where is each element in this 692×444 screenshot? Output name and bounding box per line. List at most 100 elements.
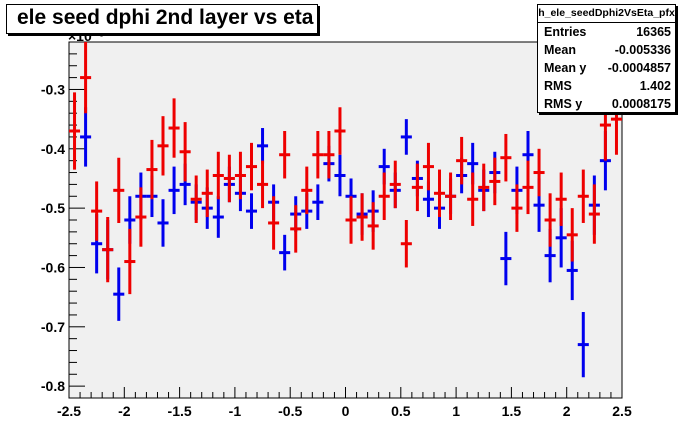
data-point xyxy=(102,217,114,283)
data-point xyxy=(433,169,446,218)
stats-value: 1.402 xyxy=(639,79,671,93)
data-point xyxy=(257,160,269,209)
data-point xyxy=(279,131,291,179)
x-tick-label: -1.5 xyxy=(168,403,192,419)
x-tick-label: -2 xyxy=(118,403,131,419)
data-marks xyxy=(69,42,622,378)
stats-value: -0.005336 xyxy=(614,43,671,57)
y-tick-label: -0.4 xyxy=(41,141,65,157)
data-point xyxy=(367,202,379,250)
data-point xyxy=(234,151,246,200)
data-point xyxy=(257,128,269,164)
data-point xyxy=(378,172,390,220)
data-point xyxy=(445,172,457,220)
stats-row-mean: Mean -0.005336 xyxy=(538,41,675,59)
data-point xyxy=(411,163,423,212)
data-point xyxy=(69,92,81,170)
stats-label: Mean y xyxy=(544,61,587,75)
data-point xyxy=(544,193,556,247)
data-point xyxy=(91,181,103,241)
x-tick-label: 0 xyxy=(342,403,350,419)
data-point xyxy=(478,163,490,212)
data-point xyxy=(577,169,589,223)
data-point xyxy=(179,122,191,182)
stats-value: 16365 xyxy=(636,25,671,39)
data-point xyxy=(312,184,324,220)
data-point xyxy=(212,196,224,238)
y-tick-label: -0.3 xyxy=(41,81,65,97)
data-point xyxy=(201,169,213,218)
y-tick-label: -0.6 xyxy=(41,259,65,275)
stats-row-rms: RMS 1.402 xyxy=(538,77,675,95)
data-point xyxy=(566,208,578,262)
data-point xyxy=(456,136,468,185)
data-point xyxy=(422,142,434,191)
stats-row-rms-y: RMS y 0.0008175 xyxy=(538,95,675,113)
stats-row-mean-y: Mean y -0.0004857 xyxy=(538,59,675,77)
data-point xyxy=(345,196,357,244)
axis-ticks xyxy=(68,41,623,399)
stats-value: -0.0004857 xyxy=(607,61,671,75)
y-tick-label: -0.7 xyxy=(41,319,65,335)
x-tick-label: 2 xyxy=(563,403,571,419)
data-point xyxy=(400,220,412,268)
x-tick-label: 1 xyxy=(452,403,460,419)
chart-title: ele seed dphi 2nd layer vs eta xyxy=(17,6,314,29)
stats-label: Entries xyxy=(544,25,587,39)
stats-value: 0.0008175 xyxy=(611,97,671,111)
data-point xyxy=(555,172,567,226)
data-point xyxy=(522,160,534,215)
x-tick-label: -1 xyxy=(229,403,242,419)
title-box: ele seed dphi 2nd layer vs eta xyxy=(6,4,318,34)
data-point xyxy=(577,311,589,378)
data-point xyxy=(400,119,412,155)
data-point xyxy=(500,231,512,286)
data-point xyxy=(113,267,125,321)
data-point xyxy=(301,166,313,215)
data-point xyxy=(223,154,235,203)
data-point xyxy=(334,107,346,155)
data-point xyxy=(356,193,368,241)
data-point xyxy=(168,98,180,158)
stats-box: h_ele_seedDphi2VsEta_pfx Entries 16365 M… xyxy=(537,4,676,113)
data-point xyxy=(190,175,202,223)
x-tick-label: 1.5 xyxy=(502,403,522,419)
data-point xyxy=(245,193,258,229)
data-point xyxy=(245,142,258,191)
y-tick-label: -0.5 xyxy=(41,200,65,216)
series-red xyxy=(69,42,622,295)
data-point xyxy=(334,154,346,197)
data-point xyxy=(113,157,125,223)
x-tick-label: 0.5 xyxy=(391,403,411,419)
data-point xyxy=(467,172,479,226)
y-tick-label: -0.8 xyxy=(41,378,65,394)
data-point xyxy=(135,187,147,247)
data-point xyxy=(212,151,224,200)
tick-labels: -2.5 -2 -1.5 -1 -0.5 0 0.5 1 1.5 2 2.5 -0.8 -0.7 -0.6… xyxy=(41,81,632,419)
data-point xyxy=(279,234,291,271)
data-point xyxy=(511,184,523,232)
data-point xyxy=(312,131,324,179)
x-tick-label: -2.5 xyxy=(57,403,81,419)
stats-row-entries: Entries 16365 xyxy=(538,23,675,41)
data-point xyxy=(168,166,180,215)
data-point xyxy=(80,42,92,114)
data-point xyxy=(500,133,512,182)
data-point xyxy=(157,116,169,176)
stats-label: Mean xyxy=(544,43,576,57)
data-point xyxy=(80,107,92,167)
x-tick-label: 2.5 xyxy=(612,403,632,419)
stats-histogram-name: h_ele_seedDphi2VsEta_pfx xyxy=(538,5,675,23)
stats-label: RMS y xyxy=(544,97,583,111)
stats-label: RMS xyxy=(544,79,572,93)
data-point xyxy=(268,196,280,250)
data-point xyxy=(146,139,158,200)
data-point xyxy=(588,184,600,244)
data-point xyxy=(157,199,169,247)
data-point xyxy=(533,148,545,197)
data-point xyxy=(290,205,302,253)
data-point xyxy=(124,228,136,295)
data-point xyxy=(489,157,501,206)
x-tick-label: -0.5 xyxy=(278,403,302,419)
